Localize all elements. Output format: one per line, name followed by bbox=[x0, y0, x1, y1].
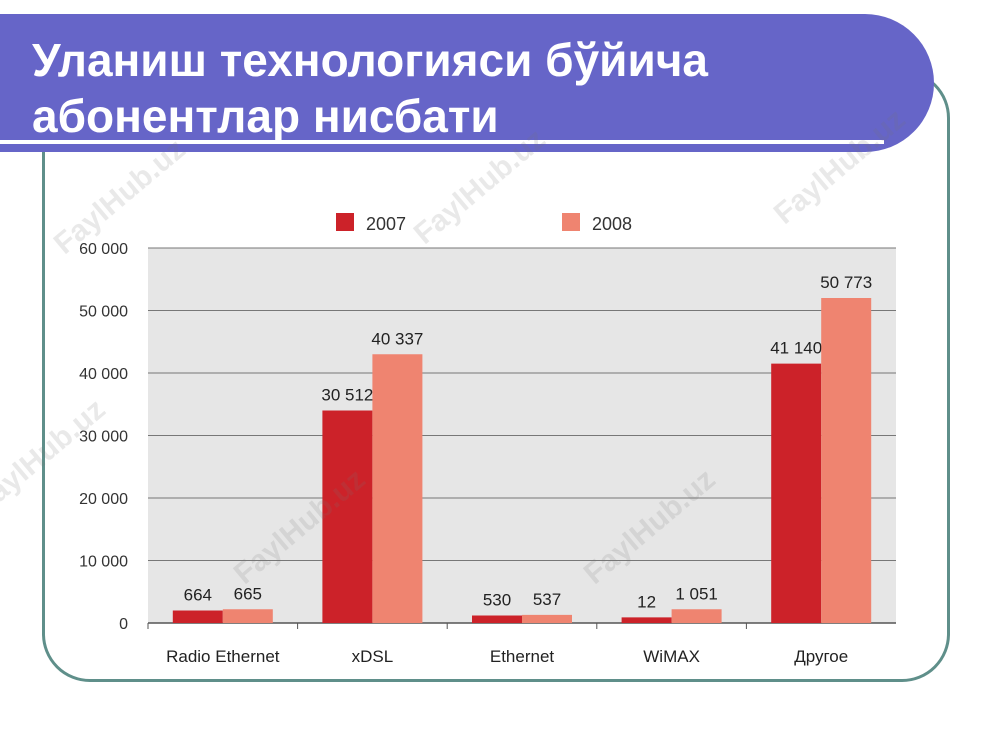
legend-label: 2008 bbox=[592, 214, 632, 234]
bar-2008 bbox=[222, 609, 273, 623]
title-line-1: Уланиш технологияси бўйича bbox=[32, 34, 709, 86]
bar-2008 bbox=[372, 354, 423, 623]
data-label: 665 bbox=[234, 584, 262, 603]
title-underline bbox=[0, 140, 884, 144]
title-banner: Уланиш технологияси бўйича абонентлар ни… bbox=[0, 14, 934, 152]
bar-2008 bbox=[522, 614, 572, 623]
data-label: 41 140 bbox=[770, 339, 822, 358]
bar-2008 bbox=[671, 609, 722, 623]
y-tick-label: 0 bbox=[119, 616, 128, 633]
x-category-label: WiMAX bbox=[643, 647, 700, 666]
data-label: 12 bbox=[637, 592, 656, 611]
legend-swatch-2008 bbox=[562, 213, 580, 231]
bar-2008 bbox=[821, 298, 872, 623]
slide-title: Уланиш технологияси бўйича абонентлар ни… bbox=[32, 32, 708, 144]
data-label: 1 051 bbox=[675, 584, 718, 603]
data-label: 40 337 bbox=[371, 329, 423, 348]
data-label: 537 bbox=[533, 590, 561, 609]
x-category-label: Ethernet bbox=[490, 647, 555, 666]
data-label: 664 bbox=[184, 586, 212, 605]
y-tick-label: 30 000 bbox=[79, 429, 128, 446]
bar-2007 bbox=[472, 615, 522, 623]
x-category-label: Radio Ethernet bbox=[166, 647, 280, 666]
y-tick-label: 60 000 bbox=[79, 241, 128, 258]
data-label: 50 773 bbox=[820, 273, 872, 292]
bar-2007 bbox=[621, 617, 672, 623]
y-tick-label: 40 000 bbox=[79, 366, 128, 383]
legend-label: 2007 bbox=[366, 214, 406, 234]
data-label: 30 512 bbox=[321, 386, 373, 405]
bar-2007 bbox=[172, 610, 223, 623]
data-label: 530 bbox=[483, 591, 511, 610]
y-tick-label: 10 000 bbox=[79, 554, 128, 571]
title-line-2: абонентлар нисбати bbox=[32, 90, 499, 142]
legend-swatch-2007 bbox=[336, 213, 354, 231]
y-tick-label: 20 000 bbox=[79, 491, 128, 508]
x-category-label: xDSL bbox=[352, 647, 394, 666]
x-category-label: Другое bbox=[794, 647, 848, 666]
bar-2007 bbox=[771, 363, 822, 623]
y-tick-label: 50 000 bbox=[79, 304, 128, 321]
bar-2007 bbox=[322, 410, 373, 623]
